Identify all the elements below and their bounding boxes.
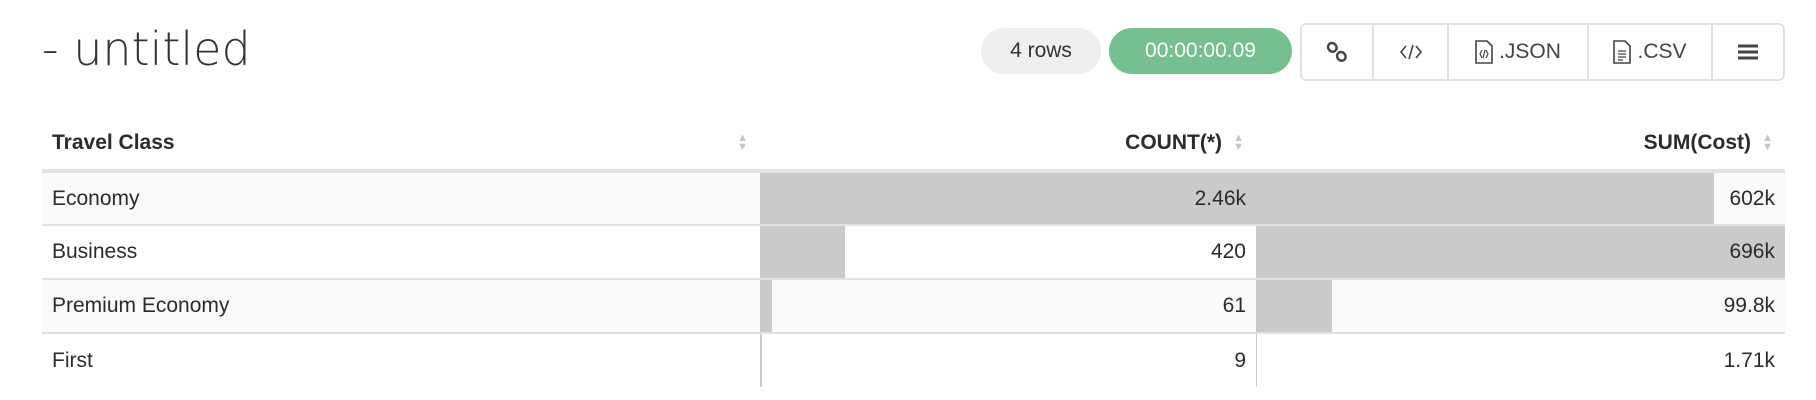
row-count-badge: 4 rows — [981, 28, 1101, 74]
travel-class-cell: Business — [42, 225, 760, 280]
count-bar — [760, 173, 1256, 224]
link-icon — [1326, 41, 1347, 63]
count-cell: 420 — [760, 225, 1256, 280]
sum-bar — [1256, 280, 1332, 332]
count-bar — [760, 226, 845, 278]
sum-cost-cell: 602k — [1256, 171, 1785, 226]
count-cell: 9 — [760, 333, 1256, 387]
count-bar — [760, 334, 762, 387]
sum-cost-cell: 99.8k — [1256, 279, 1785, 334]
sum-bar — [1256, 226, 1785, 278]
table-row: Business 420 696k — [42, 225, 1785, 280]
export-csv-button[interactable]: .CSV — [1589, 25, 1713, 79]
csv-label: .CSV — [1637, 40, 1687, 63]
count-bar — [760, 280, 773, 332]
column-header-count[interactable]: COUNT(*) ▲ ▼ — [760, 116, 1256, 173]
csv-file-icon — [1613, 40, 1632, 64]
sort-icon[interactable]: ▲ ▼ — [737, 131, 748, 153]
embed-code-button[interactable] — [1374, 25, 1449, 79]
table-row: Economy 2.46k 602k — [42, 171, 1785, 226]
page-title: - untitled — [42, 22, 251, 76]
travel-class-cell: Premium Economy — [42, 279, 760, 334]
json-label: .JSON — [1499, 40, 1561, 63]
travel-class-cell: Economy — [42, 171, 760, 226]
sort-icon[interactable]: ▲ ▼ — [1762, 131, 1773, 153]
copy-link-button[interactable] — [1302, 25, 1374, 79]
column-header-travel-class[interactable]: Travel Class ▲ ▼ — [42, 116, 760, 173]
sum-bar — [1256, 334, 1258, 387]
hamburger-icon — [1738, 44, 1758, 60]
table-row: First 9 1.71k — [42, 333, 1785, 387]
sum-cost-cell: 696k — [1256, 225, 1785, 280]
column-header-sum-cost[interactable]: SUM(Cost) ▲ ▼ — [1256, 116, 1785, 173]
json-file-icon — [1475, 40, 1493, 64]
export-json-button[interactable]: .JSON — [1449, 25, 1589, 79]
count-cell: 61 — [760, 279, 1256, 334]
table-row: Premium Economy 61 99.8k — [42, 279, 1785, 334]
duration-badge: 00:00:00.09 — [1109, 28, 1292, 74]
sum-bar — [1256, 173, 1714, 224]
sum-cost-cell: 1.71k — [1256, 333, 1785, 387]
toolbar: .JSON .CSV — [1300, 23, 1785, 81]
code-icon — [1399, 44, 1422, 60]
travel-class-cell: First — [42, 333, 760, 387]
results-table: Travel Class ▲ ▼ COUNT(*) ▲ ▼ SUM(Cost) ▲ ▼ Ec… — [42, 116, 1785, 387]
count-cell: 2.46k — [760, 171, 1256, 226]
sort-icon[interactable]: ▲ ▼ — [1233, 131, 1244, 153]
menu-button[interactable] — [1713, 25, 1783, 79]
